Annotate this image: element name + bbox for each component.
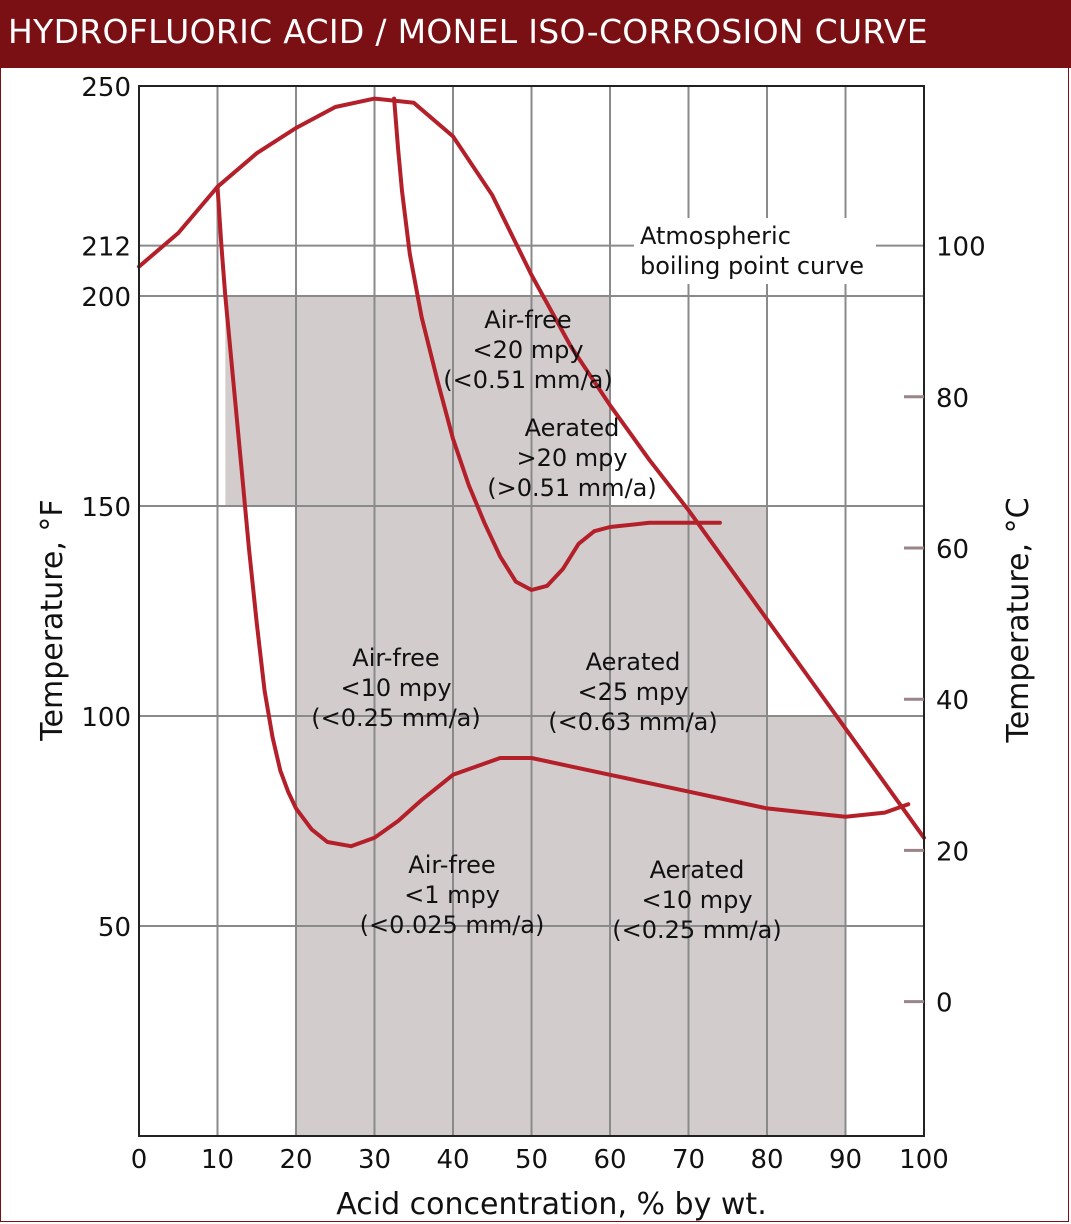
y-tick-label: 50 [98, 913, 131, 943]
annotation-line: Atmospheric [640, 222, 791, 250]
annotation-5: Air-free<1 mpy(<0.025 mm/a) [360, 851, 545, 939]
y2-tick-label: 20 [936, 837, 969, 867]
annotation-line: <10 mpy [340, 674, 451, 702]
annotation-1: Air-free<20 mpy(<0.51 mm/a) [443, 306, 612, 394]
x-tick-label: 60 [593, 1145, 626, 1175]
annotation-line: Aerated [525, 414, 620, 442]
chart-title: HYDROFLUORIC ACID / MONEL ISO-CORROSION … [8, 12, 928, 51]
curve-1 [215, 184, 911, 849]
annotation-background [634, 218, 876, 284]
y-tick-label: 250 [81, 73, 131, 103]
y-tick-label: 150 [81, 493, 131, 523]
x-tick-label: 50 [515, 1145, 548, 1175]
x-tick-label: 10 [201, 1145, 234, 1175]
annotation-line: Air-free [408, 851, 495, 879]
annotation-3: Air-free<10 mpy(<0.25 mm/a) [311, 644, 480, 732]
annotation-line: <25 mpy [577, 678, 688, 706]
y2-tick-label: 80 [936, 384, 969, 414]
x-tick-label: 20 [279, 1145, 312, 1175]
y-tick-label: 212 [81, 233, 131, 263]
annotation-4: Aerated<25 mpy(<0.63 mm/a) [548, 648, 717, 736]
curve-0 [137, 96, 926, 840]
y-axis-label: Temperature, °F [35, 499, 70, 741]
annotation-line: (<0.51 mm/a) [443, 366, 612, 394]
y2-tick-label: 100 [936, 233, 986, 263]
x-tick-label: 70 [672, 1145, 705, 1175]
y2-axis-label: Temperature, °C [1001, 497, 1036, 743]
x-tick-label: 40 [436, 1145, 469, 1175]
x-tick-label: 90 [829, 1145, 862, 1175]
x-tick-label: 30 [358, 1145, 391, 1175]
y-tick-label: 200 [81, 283, 131, 313]
x-tick-label: 80 [750, 1145, 783, 1175]
curve-2 [392, 96, 722, 592]
annotation-line: (>0.51 mm/a) [487, 474, 656, 502]
annotation-line: Aerated [650, 856, 745, 884]
annotation-line: >20 mpy [516, 444, 627, 472]
annotation-line: Air-free [352, 644, 439, 672]
annotation-line: (<0.25 mm/a) [311, 704, 480, 732]
y2-tick-label: 40 [936, 686, 969, 716]
y-tick-label: 100 [81, 703, 131, 733]
annotation-2: Aerated>20 mpy(>0.51 mm/a) [487, 414, 656, 502]
annotation-line: <10 mpy [641, 886, 752, 914]
y2-tick-label: 60 [936, 535, 969, 565]
x-tick-label: 0 [131, 1145, 148, 1175]
annotation-line: (<0.25 mm/a) [612, 916, 781, 944]
y2-tick-label: 0 [936, 989, 953, 1019]
annotation-6: Aerated<10 mpy(<0.25 mm/a) [612, 856, 781, 944]
x-tick-label: 100 [899, 1145, 949, 1175]
annotation-line: Aerated [586, 648, 681, 676]
annotation-line: <1 mpy [404, 881, 500, 909]
annotation-line: (<0.63 mm/a) [548, 708, 717, 736]
annotation-line: <20 mpy [472, 336, 583, 364]
title-bar: HYDROFLUORIC ACID / MONEL ISO-CORROSION … [0, 0, 1071, 68]
annotation-line: boiling point curve [640, 252, 864, 280]
annotation-line: Air-free [484, 306, 571, 334]
plot-frame [138, 85, 925, 1137]
x-axis-label: Acid concentration, % by wt. [336, 1187, 766, 1222]
annotation-line: (<0.025 mm/a) [360, 911, 545, 939]
